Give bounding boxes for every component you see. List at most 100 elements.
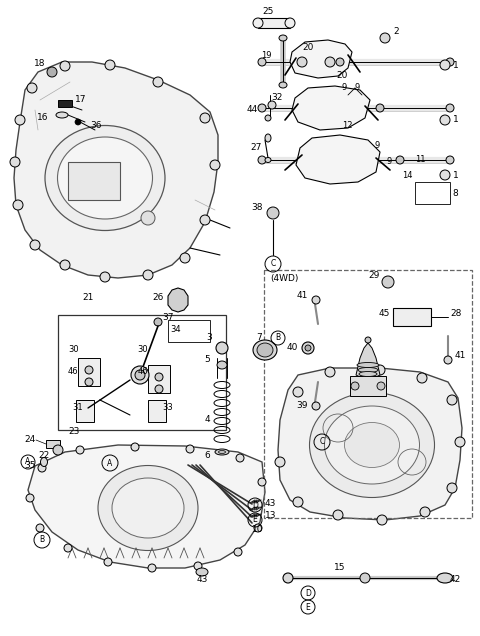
Ellipse shape — [186, 445, 194, 453]
Ellipse shape — [210, 160, 220, 170]
Ellipse shape — [135, 370, 145, 380]
Bar — [76, 400, 94, 422]
Polygon shape — [14, 62, 218, 278]
Bar — [415, 182, 450, 204]
Text: 19: 19 — [262, 50, 272, 60]
Bar — [393, 308, 431, 326]
Ellipse shape — [325, 367, 335, 377]
Ellipse shape — [285, 18, 295, 28]
Text: 27: 27 — [251, 144, 262, 153]
Ellipse shape — [45, 125, 165, 230]
Text: 9: 9 — [375, 141, 380, 149]
Polygon shape — [168, 288, 188, 312]
Text: 34: 34 — [170, 324, 180, 333]
Ellipse shape — [325, 57, 335, 67]
Text: 41: 41 — [297, 291, 308, 300]
Polygon shape — [28, 445, 265, 568]
Bar — [68, 162, 120, 200]
Text: 43: 43 — [196, 576, 208, 584]
Bar — [148, 400, 166, 422]
Ellipse shape — [293, 497, 303, 507]
Ellipse shape — [131, 443, 139, 451]
Ellipse shape — [440, 115, 450, 125]
Ellipse shape — [446, 104, 454, 112]
Text: 14: 14 — [402, 170, 412, 179]
Text: B: B — [276, 333, 281, 343]
Ellipse shape — [153, 77, 163, 87]
Ellipse shape — [375, 365, 385, 375]
Polygon shape — [292, 86, 370, 130]
Ellipse shape — [254, 524, 262, 532]
Text: 28: 28 — [450, 310, 461, 319]
Ellipse shape — [56, 112, 68, 118]
Text: 11: 11 — [415, 155, 425, 165]
Text: D: D — [252, 501, 258, 509]
Text: 26: 26 — [152, 293, 163, 303]
Text: E: E — [252, 516, 257, 525]
Ellipse shape — [155, 385, 163, 393]
Ellipse shape — [131, 366, 149, 384]
Text: 42: 42 — [450, 576, 461, 584]
Text: 9: 9 — [342, 83, 347, 92]
Ellipse shape — [258, 156, 266, 164]
Ellipse shape — [38, 464, 46, 472]
Ellipse shape — [27, 83, 37, 93]
Ellipse shape — [365, 337, 371, 343]
Text: 33: 33 — [162, 403, 173, 413]
Text: A: A — [108, 459, 113, 467]
Ellipse shape — [253, 340, 277, 360]
Ellipse shape — [154, 318, 162, 326]
Ellipse shape — [218, 450, 226, 453]
Ellipse shape — [312, 296, 320, 304]
Text: (4WD): (4WD) — [270, 273, 299, 282]
Ellipse shape — [141, 211, 155, 225]
Bar — [168, 320, 210, 342]
Ellipse shape — [279, 35, 287, 41]
Text: 40: 40 — [287, 343, 298, 352]
Ellipse shape — [10, 157, 20, 167]
Ellipse shape — [333, 510, 343, 520]
Ellipse shape — [396, 156, 404, 164]
Ellipse shape — [345, 422, 399, 467]
Text: D: D — [305, 588, 311, 597]
Text: 45: 45 — [379, 310, 390, 319]
Ellipse shape — [351, 382, 359, 390]
Text: 38: 38 — [252, 204, 263, 212]
Text: 15: 15 — [334, 563, 346, 572]
Text: 12: 12 — [342, 120, 352, 130]
Text: 7: 7 — [256, 333, 262, 343]
Text: 17: 17 — [75, 95, 86, 104]
Ellipse shape — [196, 568, 208, 576]
Text: 1: 1 — [453, 116, 459, 125]
Ellipse shape — [200, 215, 210, 225]
Ellipse shape — [377, 382, 385, 390]
Ellipse shape — [382, 276, 394, 288]
Polygon shape — [296, 135, 380, 184]
Ellipse shape — [85, 378, 93, 386]
Ellipse shape — [148, 564, 156, 572]
Ellipse shape — [447, 483, 457, 493]
Ellipse shape — [60, 61, 70, 71]
Ellipse shape — [13, 200, 23, 210]
Polygon shape — [356, 343, 380, 380]
Bar — [58, 315, 226, 430]
Ellipse shape — [297, 57, 307, 67]
Ellipse shape — [258, 58, 266, 66]
Polygon shape — [278, 368, 462, 520]
Bar — [258, 18, 290, 28]
Ellipse shape — [417, 373, 427, 383]
Ellipse shape — [258, 478, 266, 486]
Ellipse shape — [312, 402, 320, 410]
Ellipse shape — [440, 170, 450, 180]
Ellipse shape — [444, 356, 452, 364]
Ellipse shape — [446, 58, 454, 66]
Ellipse shape — [40, 457, 48, 466]
Ellipse shape — [76, 446, 84, 454]
Ellipse shape — [283, 573, 293, 583]
Ellipse shape — [268, 101, 276, 109]
Ellipse shape — [440, 60, 450, 70]
Text: 16: 16 — [36, 113, 48, 123]
Bar — [148, 365, 170, 393]
Text: 25: 25 — [262, 8, 274, 17]
Ellipse shape — [60, 260, 70, 270]
